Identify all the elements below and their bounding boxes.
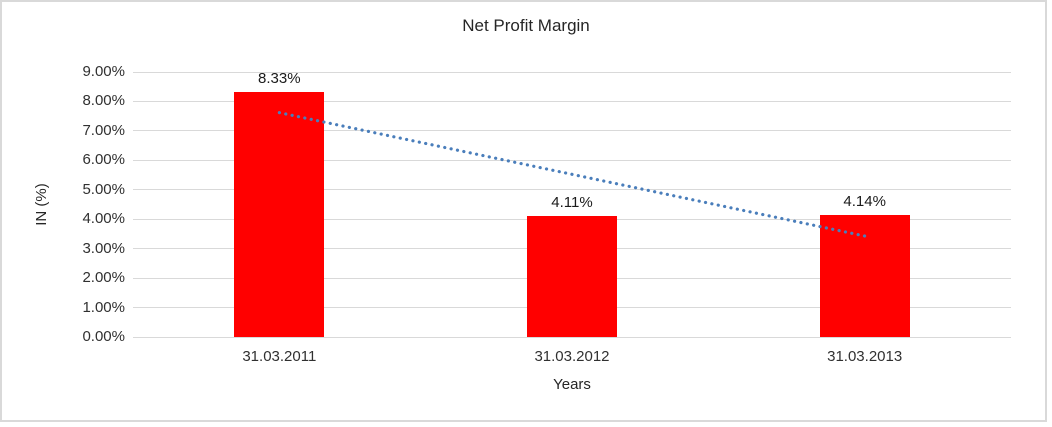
y-tick-label: 5.00% xyxy=(82,180,125,198)
x-tick-label: 31.03.2011 xyxy=(242,348,317,365)
bar-data-label: 8.33% xyxy=(258,69,301,87)
gridline xyxy=(133,336,1011,338)
bar-data-label: 4.11% xyxy=(551,193,593,211)
y-tick-label: 9.00% xyxy=(82,63,125,80)
y-tick-label: 0.00% xyxy=(82,328,125,345)
x-tick-label: 31.03.2013 xyxy=(827,348,903,365)
y-tick-label: 1.00% xyxy=(82,298,125,316)
y-tick-label: 2.00% xyxy=(82,269,125,287)
gridline xyxy=(133,71,1011,73)
y-tick-label: 3.00% xyxy=(82,239,125,257)
x-axis-title: Years xyxy=(553,376,591,393)
bar-31.03.2013 xyxy=(819,215,910,337)
y-tick-label: 7.00% xyxy=(82,121,125,139)
y-axis-title: IN (%) xyxy=(32,182,50,226)
bar-data-label: 4.14% xyxy=(843,193,886,211)
bar-31.03.2012 xyxy=(527,215,617,337)
chart-title: Net Profit Margin xyxy=(462,16,590,35)
y-tick-label: 4.00% xyxy=(82,210,125,228)
gridline xyxy=(133,100,1011,102)
bar-31.03.2011 xyxy=(234,91,325,337)
y-tick-label: 6.00% xyxy=(82,151,125,169)
y-tick-label: 8.00% xyxy=(82,92,125,110)
x-tick-label: 31.03.2012 xyxy=(534,348,610,365)
